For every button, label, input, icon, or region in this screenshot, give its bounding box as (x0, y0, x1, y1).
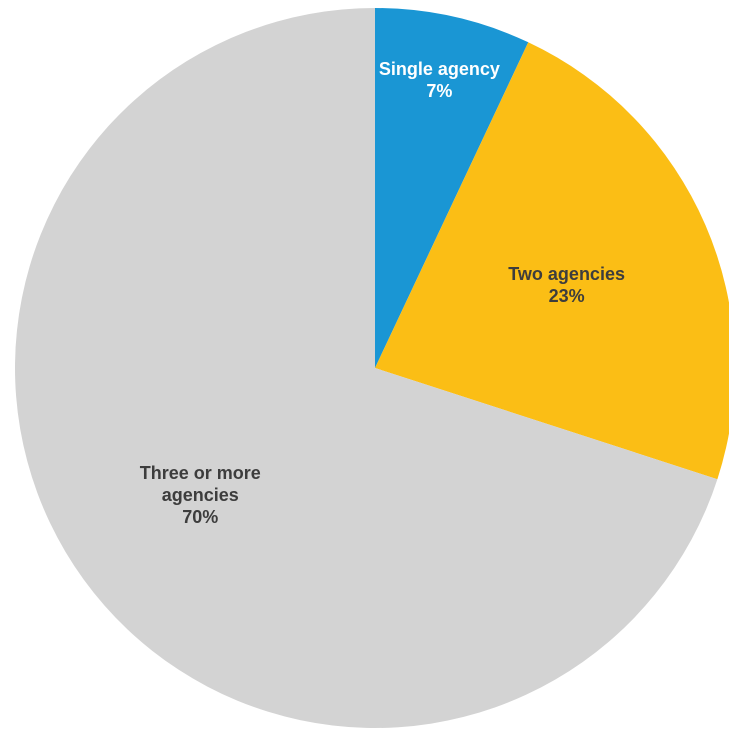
pie-slice-value: 23% (549, 286, 585, 306)
pie-slice-2 (15, 8, 718, 728)
pie-slice-value: 70% (182, 507, 218, 527)
pie-labels: Single agency 7% Two agencies 23% Three or m… (140, 59, 625, 527)
pie-slice-category: Single agency (379, 59, 500, 79)
pie-slice-1 (375, 42, 729, 480)
pie-slice-0 (375, 8, 529, 368)
pie-slice-label-0: Single agency 7% (379, 59, 500, 101)
pie-slice-category: Two agencies (508, 264, 625, 284)
pie-slices (15, 8, 729, 728)
pie-slice-category: agencies (162, 485, 239, 505)
pie-slice-category: Three or more (140, 463, 261, 483)
pie-slice-label-2: Three or more agencies 70% (140, 463, 261, 527)
pie-slice-value: 7% (426, 81, 452, 101)
pie-slice-label-1: Two agencies 23% (508, 264, 625, 306)
